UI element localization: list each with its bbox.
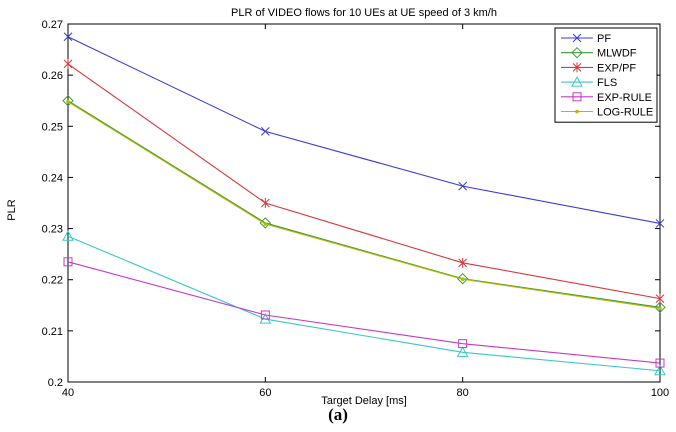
x-tick-label: 100 bbox=[651, 387, 669, 399]
data-point bbox=[458, 181, 468, 191]
x-axis-label: Target Delay [ms] bbox=[321, 395, 407, 407]
data-point bbox=[63, 58, 73, 69]
series-exp-rule bbox=[63, 257, 665, 368]
y-tick-label: 0.23 bbox=[42, 224, 63, 236]
series-pf bbox=[63, 32, 665, 228]
legend-entry: MLWDF bbox=[561, 46, 637, 60]
chart-title: PLR of VIDEO flows for 10 UEs at UE spee… bbox=[231, 7, 497, 19]
legend-entry: PF bbox=[561, 33, 611, 45]
data-point bbox=[62, 95, 74, 107]
data-point bbox=[572, 62, 582, 73]
data-point bbox=[66, 99, 70, 104]
data-point bbox=[571, 46, 583, 59]
x-tick-label: 60 bbox=[259, 387, 271, 399]
y-tick-label: 0.2 bbox=[48, 377, 63, 389]
data-point bbox=[460, 277, 465, 282]
legend-entry: EXP/PF bbox=[561, 62, 636, 74]
data-point bbox=[63, 257, 73, 267]
y-tick-label: 0.27 bbox=[42, 19, 63, 31]
legend-label: EXP/PF bbox=[597, 62, 636, 74]
data-point bbox=[655, 219, 665, 228]
series-line bbox=[67, 63, 661, 300]
legend-label: EXP-RULE bbox=[597, 92, 652, 104]
legend-entry: EXP-RULE bbox=[561, 92, 652, 104]
data-point bbox=[655, 293, 665, 304]
series-line bbox=[67, 101, 661, 309]
y-tick-label: 0.26 bbox=[42, 70, 63, 82]
axis-ticks: 40 60 80 100 0.2 0.21 0.22 0.23 0.24 0.25 0.26 0.27 bbox=[42, 19, 670, 399]
y-tick-label: 0.22 bbox=[42, 275, 63, 287]
data-point bbox=[575, 109, 579, 114]
legend-label: FLS bbox=[597, 77, 617, 89]
legend-label: MLWDF bbox=[597, 48, 637, 60]
series-layer bbox=[62, 32, 666, 376]
y-axis-label: PLR bbox=[6, 199, 18, 220]
legend-box bbox=[554, 27, 658, 123]
data-point bbox=[260, 310, 270, 320]
x-tick-label: 80 bbox=[457, 387, 469, 399]
data-point bbox=[658, 306, 662, 311]
series-line bbox=[67, 100, 661, 308]
legend-label: LOG-RULE bbox=[597, 107, 653, 119]
data-point bbox=[571, 76, 583, 87]
data-point bbox=[654, 364, 666, 376]
series-line bbox=[67, 235, 661, 372]
data-point bbox=[456, 346, 469, 357]
data-point bbox=[62, 230, 74, 241]
data-point bbox=[63, 32, 73, 42]
series-exp-pf bbox=[63, 58, 665, 304]
data-point bbox=[458, 339, 468, 349]
data-point bbox=[260, 127, 270, 136]
y-tick-label: 0.25 bbox=[42, 121, 63, 133]
data-point bbox=[458, 257, 468, 268]
legend-entry: FLS bbox=[561, 76, 617, 89]
series-log-rule bbox=[66, 99, 662, 311]
data-point bbox=[263, 222, 268, 226]
y-tick-label: 0.24 bbox=[42, 172, 63, 184]
data-point bbox=[654, 301, 666, 314]
y-tick-label: 0.21 bbox=[42, 326, 63, 338]
plot-border bbox=[67, 23, 661, 383]
series-line bbox=[67, 261, 661, 364]
data-point bbox=[260, 198, 270, 208]
series-line bbox=[67, 36, 661, 224]
legend: PF MLWDF EXP/PF FLS EXP-RULE LOG-RULE bbox=[554, 27, 658, 123]
legend-entry: LOG-RULE bbox=[561, 107, 653, 119]
x-tick-label: 40 bbox=[62, 387, 74, 399]
series-mlwdf bbox=[62, 95, 666, 314]
data-point bbox=[655, 358, 665, 368]
figure-caption: (a) bbox=[328, 405, 348, 424]
data-point bbox=[572, 33, 582, 43]
data-point bbox=[456, 272, 469, 285]
data-point bbox=[572, 92, 582, 102]
legend-label: PF bbox=[597, 33, 611, 45]
